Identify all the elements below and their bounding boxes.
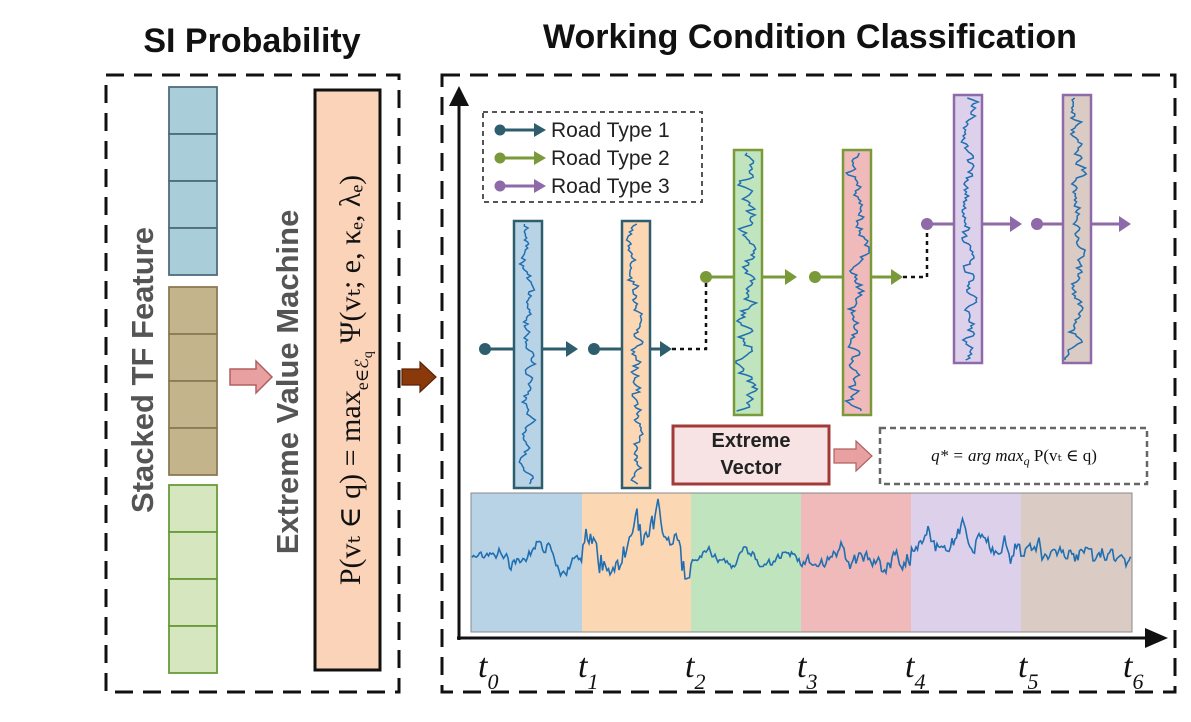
feature-bar-3 <box>732 148 764 417</box>
blue-feature-cell <box>168 180 218 229</box>
classification-frame <box>440 73 1177 694</box>
evm-formula-box <box>313 88 382 672</box>
argmax-box <box>878 426 1149 486</box>
connector-1-2 <box>672 277 708 351</box>
evm-formula: P(vₜ ∈ q) = maxe∈ℰq Ψ(vₜ; e, κₑ, λₑ) <box>334 175 376 585</box>
blue-feature-cell <box>168 133 218 182</box>
connector-2-3 <box>903 224 929 279</box>
extreme-vector-box <box>671 424 831 486</box>
evm-label: Extreme Value Machine <box>270 210 305 555</box>
legend-arrowhead-icon <box>534 123 546 137</box>
segment-4 <box>911 493 1021 632</box>
segment-strip <box>471 493 1132 632</box>
legend: Road Type 1 Road Type 2 Road Type 3 <box>494 119 670 198</box>
time-tick-5: t5 <box>1018 648 1038 694</box>
stacked-tf-feature-label: Stacked TF Feature <box>125 227 160 513</box>
blue-feature-cell <box>168 86 218 135</box>
green-feature-cell <box>168 625 218 674</box>
signal-waveform <box>471 498 1132 580</box>
y-axis-arrowhead <box>449 86 469 106</box>
segment-5 <box>1021 493 1132 632</box>
tan-feature-cell <box>168 333 218 382</box>
time-tick-6: t6 <box>1123 648 1143 694</box>
legend-arrowhead-icon <box>534 179 546 193</box>
legend-dot <box>494 180 506 192</box>
green-feature-cell <box>168 484 218 533</box>
feature-bars <box>512 93 1093 490</box>
extreme-vector-line1: Extreme <box>712 430 791 452</box>
time-tick-1: t1 <box>578 648 598 694</box>
segment-0 <box>471 493 582 632</box>
tan-feature-cell <box>168 380 218 429</box>
legend-item-1: Road Type 1 <box>494 119 670 142</box>
legend-label: Road Type 2 <box>551 147 670 170</box>
green-feature-cell <box>168 531 218 580</box>
title-si-probability: SI Probability <box>143 22 360 60</box>
feature-bar-1 <box>512 219 544 490</box>
si-probability-frame <box>104 73 401 694</box>
arrow-to-argmax <box>833 439 873 473</box>
blue-feature-cell <box>168 227 218 276</box>
feature-bar-4 <box>841 148 873 417</box>
legend-item-2: Road Type 2 <box>494 147 670 170</box>
feature-stack-tan <box>168 286 218 476</box>
legend-label: Road Type 3 <box>551 175 670 198</box>
legend-label: Road Type 1 <box>551 119 670 142</box>
x-axis-arrowhead <box>1145 628 1168 648</box>
extreme-vector-line2: Vector <box>720 457 781 479</box>
segment-2 <box>691 493 801 632</box>
legend-arrowhead-icon <box>534 151 546 165</box>
feature-bar-2 <box>620 219 652 490</box>
time-ticks: t0 t1 t2 t3 t4 t5 t6 <box>478 648 1143 694</box>
legend-dot <box>494 152 506 164</box>
time-tick-0: t0 <box>478 648 498 694</box>
feature-stack-blue <box>168 86 218 276</box>
arrow-to-classification <box>401 360 437 394</box>
tan-feature-cell <box>168 427 218 476</box>
time-tick-4: t4 <box>905 648 925 694</box>
tan-feature-cell <box>168 286 218 335</box>
green-feature-cell <box>168 578 218 627</box>
time-tick-3: t3 <box>797 648 817 694</box>
legend-item-3: Road Type 3 <box>494 175 670 198</box>
feature-bar-6 <box>1061 93 1093 365</box>
argmax-formula: q* = arg maxq P(vₜ ∈ q) <box>931 446 1097 468</box>
legend-dot <box>494 124 506 136</box>
time-tick-2: t2 <box>685 648 705 694</box>
road-type-chains <box>479 216 1131 357</box>
title-working-condition: Working Condition Classification <box>543 18 1077 56</box>
arrow-to-evm <box>229 359 274 395</box>
feature-bar-5 <box>952 93 984 365</box>
segment-strip-border <box>470 492 1133 633</box>
feature-stack-green <box>168 484 218 674</box>
